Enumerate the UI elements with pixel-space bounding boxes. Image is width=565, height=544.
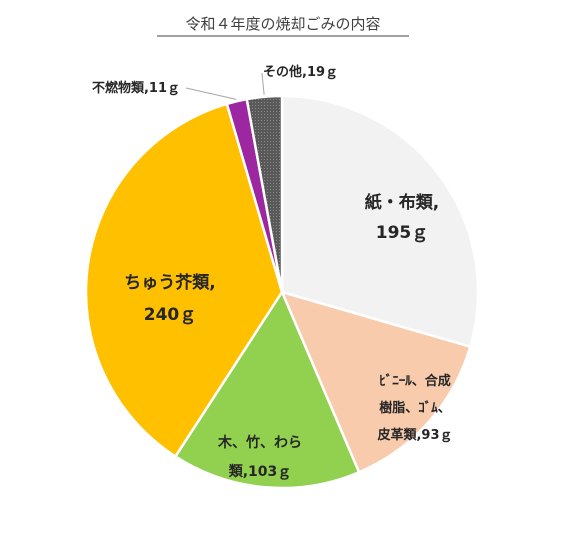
slice-label-line: その他,19ｇ — [263, 64, 338, 80]
slice-label-line: 皮革類,93ｇ — [376, 427, 452, 443]
slice-label-line: 240ｇ — [144, 305, 197, 325]
chart-title: 令和４年度の焼却ごみの内容 — [185, 15, 380, 33]
leader-lines — [185, 72, 265, 100]
pie-slices — [84, 94, 480, 490]
slice-label-line: 樹脂、ｺﾞﾑ、 — [379, 400, 451, 416]
slice-label: ﾋﾞﾆｰﾙ、合成樹脂、ｺﾞﾑ、皮革類,93ｇ — [376, 373, 452, 443]
slice-label-line: ちゅう芥類, — [124, 273, 215, 293]
slice-labels: 紙・布類, 195ｇ ﾋﾞﾆｰﾙ、合成樹脂、ｺﾞﾑ、皮革類,93ｇ 木、竹、わら類,1… — [92, 64, 453, 481]
slice-label: 不燃物類,11ｇ — [92, 80, 180, 96]
slice-label-line: 類,103ｇ — [228, 464, 292, 481]
leader-line — [261, 72, 265, 95]
pie-slice — [245, 94, 284, 293]
slice-label-line: 195ｇ — [376, 223, 429, 243]
slice-label: ちゅう芥類, 240ｇ — [124, 273, 215, 325]
leader-line — [185, 87, 237, 100]
pie-slice — [84, 102, 284, 459]
slice-label-line: 木、竹、わら — [217, 434, 302, 451]
slice-label: 紙・布類, 195ｇ — [365, 192, 439, 243]
pie-slice — [280, 94, 480, 349]
pie-slice — [279, 290, 472, 474]
slice-label: その他,19ｇ — [263, 64, 338, 80]
slice-label-line: 不燃物類,11ｇ — [92, 80, 180, 96]
slice-label-line: ﾋﾞﾆｰﾙ、合成 — [379, 373, 451, 389]
pie-slice — [173, 289, 361, 490]
slice-label: 木、竹、わら類,103ｇ — [217, 434, 302, 481]
slice-label-line: 紙・布類, — [365, 192, 439, 213]
